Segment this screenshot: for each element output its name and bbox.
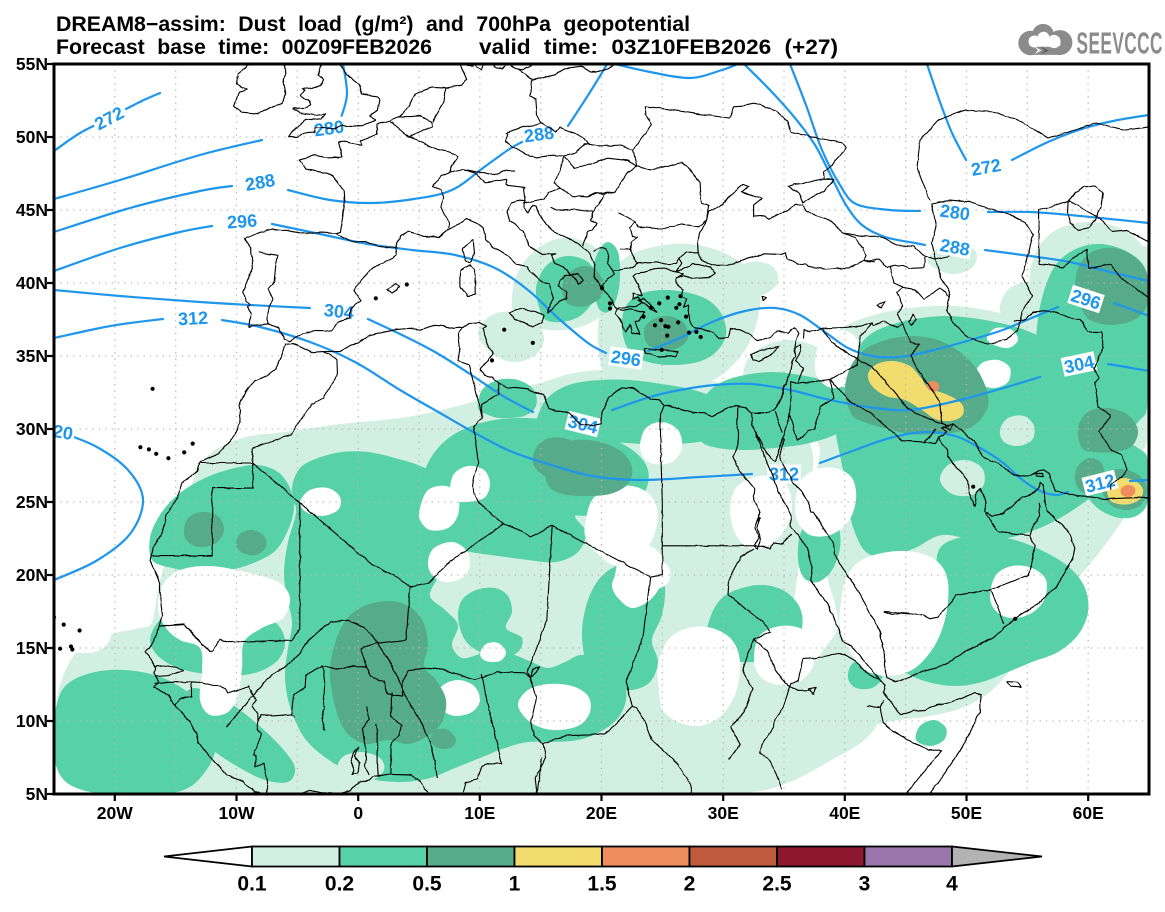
svg-text:20E: 20E [586,803,617,823]
svg-text:10N: 10N [16,711,48,731]
svg-text:50E: 50E [951,803,982,823]
svg-text:5N: 5N [26,784,48,804]
svg-text:312: 312 [769,465,799,485]
svg-text:15N: 15N [16,638,48,658]
svg-text:20N: 20N [16,565,48,585]
svg-text:DREAM8−assim: Dust load (g/m²): DREAM8−assim: Dust load (g/m²) and 700hP… [56,13,690,36]
svg-text:0: 0 [353,803,363,823]
svg-text:20W: 20W [97,803,133,823]
svg-text:10E: 10E [464,803,495,823]
svg-text:10W: 10W [219,803,255,823]
svg-text:288: 288 [523,123,556,147]
svg-text:2: 2 [684,873,696,896]
svg-text:0.5: 0.5 [412,873,442,896]
svg-text:50N: 50N [16,127,48,147]
svg-text:296: 296 [610,347,643,371]
svg-text:valid time: 03Z10FEB2026 (+27): valid time: 03Z10FEB2026 (+27) [479,36,838,59]
svg-text:0.2: 0.2 [325,873,354,896]
svg-text:40E: 40E [829,803,860,823]
svg-text:1.5: 1.5 [587,873,617,896]
svg-text:296: 296 [226,210,257,232]
svg-text:45N: 45N [16,200,48,220]
svg-text:20: 20 [51,421,74,444]
svg-text:30N: 30N [16,419,48,439]
svg-text:60E: 60E [1073,803,1104,823]
svg-text:Forecast base time: 00Z09FEB20: Forecast base time: 00Z09FEB2026 [56,36,432,59]
svg-text:0.1: 0.1 [237,873,267,896]
svg-text:35N: 35N [16,346,48,366]
svg-text:40N: 40N [16,273,48,293]
svg-text:304: 304 [323,300,355,323]
svg-text:312: 312 [177,308,208,330]
svg-text:SEEVCCC: SEEVCCC [1077,28,1163,61]
svg-text:25N: 25N [16,492,48,512]
svg-text:4: 4 [946,873,958,896]
svg-text:280: 280 [939,201,972,225]
svg-text:2.5: 2.5 [762,873,792,896]
svg-text:1: 1 [509,873,521,896]
svg-text:55N: 55N [16,54,48,74]
svg-text:30E: 30E [708,803,739,823]
svg-text:3: 3 [859,873,871,896]
